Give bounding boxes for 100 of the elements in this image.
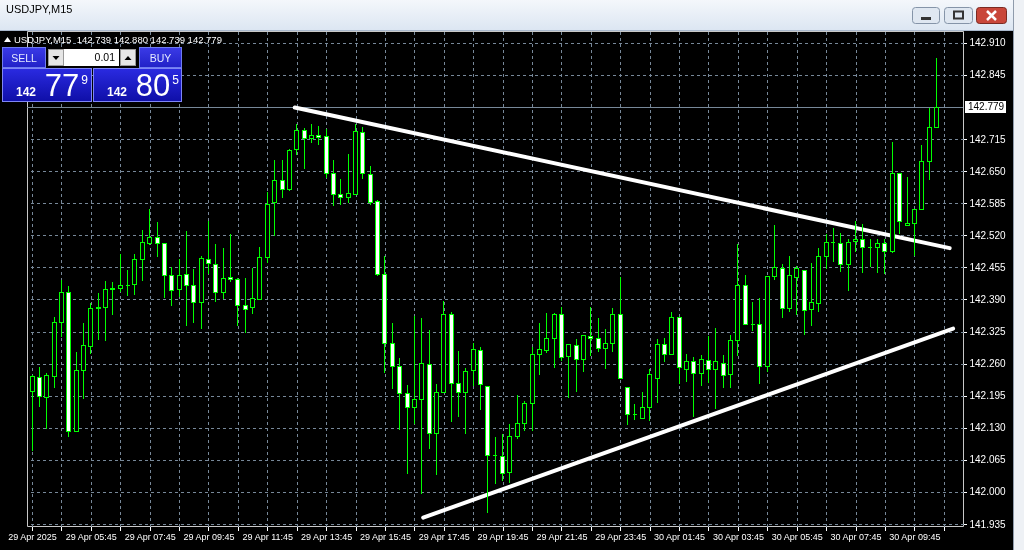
y-tick-label: 142.260 (969, 358, 1007, 370)
candlestick (191, 268, 197, 324)
candlestick (139, 229, 145, 282)
candlestick (580, 335, 586, 373)
candlestick (220, 247, 226, 300)
candlestick (404, 384, 410, 475)
annotation: 142 77$^{9}$ (16, 68, 88, 103)
x-tick-label: 29 Apr 17:45 (418, 531, 470, 542)
candlestick (588, 306, 594, 357)
y-tick-label: 142.195 (969, 390, 1007, 402)
x-tick-label: 30 Apr 05:45 (771, 531, 823, 542)
candlestick (683, 353, 689, 383)
candlestick (875, 238, 881, 274)
candlestick (147, 208, 153, 246)
candlestick (455, 350, 461, 418)
candlestick (44, 372, 50, 430)
x-tick-label: 29 Apr 23:45 (595, 531, 647, 542)
candlestick (250, 267, 256, 315)
y-tick-label: 142.325 (969, 326, 1007, 338)
candlestick (691, 356, 697, 418)
candlestick (345, 153, 351, 204)
title-bar: USDJPY,M15 (0, 0, 1013, 31)
candlestick (698, 354, 704, 387)
candlestick (911, 209, 917, 257)
candlestick (338, 178, 344, 206)
candlestick (389, 322, 395, 390)
candlestick (595, 317, 601, 353)
candlestick (882, 238, 888, 275)
candlestick (110, 281, 116, 316)
candlestick (500, 433, 506, 482)
candlestick (661, 337, 667, 363)
candlestick (544, 312, 550, 354)
candlestick (463, 367, 469, 435)
annotation: SELL (2, 47, 46, 68)
candlestick (154, 221, 160, 258)
candlestick (330, 159, 336, 207)
y-tick-label: 142.130 (969, 422, 1007, 434)
y-tick-label: 142.390 (969, 293, 1007, 305)
y-tick-label: 142.585 (969, 197, 1007, 209)
candlestick (301, 127, 307, 170)
candlestick (720, 354, 726, 389)
x-tick-label: 30 Apr 03:45 (712, 531, 764, 542)
annotation: 142 80$^{5}$ (107, 68, 179, 103)
candlestick (176, 258, 182, 298)
candlestick (573, 338, 579, 393)
candlestick (279, 159, 285, 199)
candlestick (823, 233, 829, 270)
candlestick (29, 374, 35, 452)
candlestick (853, 220, 859, 253)
candlestick (470, 342, 476, 387)
candlestick (95, 292, 101, 341)
candlestick (904, 176, 910, 227)
candlestick (838, 232, 844, 273)
chart-title: USDJPY,M15 (6, 3, 73, 15)
candlestick (183, 230, 189, 327)
candlestick (566, 344, 572, 399)
x-tick-label: 30 Apr 01:45 (654, 531, 706, 542)
candlestick (933, 57, 939, 128)
candlestick (169, 266, 175, 307)
ref-line-label: 142.779 (968, 101, 1005, 113)
x-tick-label: 29 Apr 19:45 (477, 531, 529, 542)
candlestick (713, 327, 719, 410)
candlestick (117, 253, 123, 293)
candlestick (794, 265, 800, 316)
x-tick-label: 29 Apr 05:45 (65, 531, 117, 542)
y-tick-label: 142.065 (969, 454, 1007, 466)
candlestick (205, 220, 211, 275)
candlestick (522, 400, 528, 432)
y-tick-label: 142.910 (969, 37, 1007, 49)
candlestick (808, 262, 814, 327)
candlestick (316, 125, 322, 146)
y-tick-label: 142.650 (969, 165, 1007, 177)
y-tick-label: 142.000 (969, 486, 1007, 498)
x-tick-label: 29 Apr 11:45 (242, 531, 293, 542)
candlestick (639, 391, 645, 420)
y-tick-label: 142.455 (969, 261, 1007, 273)
x-tick-label: 29 Apr 21:45 (536, 531, 588, 542)
x-tick-label: 29 Apr 13:45 (301, 531, 353, 542)
candlestick (772, 224, 778, 281)
candlestick (272, 159, 278, 237)
x-tick-label: 29 Apr 07:45 (124, 531, 176, 542)
y-tick-label: 142.845 (969, 69, 1007, 81)
candlestick (411, 315, 417, 425)
x-tick-label: 29 Apr 2025 (8, 531, 57, 542)
candlestick (514, 394, 520, 440)
x-tick-label: 29 Apr 15:45 (359, 531, 411, 542)
x-tick-label: 30 Apr 09:45 (889, 531, 941, 542)
candlestick (705, 335, 711, 384)
y-tick-label: 141.935 (969, 518, 1007, 530)
candlestick (845, 238, 851, 292)
candlestick (228, 233, 234, 283)
candlestick (603, 328, 609, 370)
annotation: BUY (139, 47, 182, 68)
candlestick (294, 123, 300, 156)
candlestick (536, 322, 542, 376)
y-tick-label: 142.715 (969, 133, 1007, 145)
candlestick (36, 366, 42, 408)
x-tick-label: 30 Apr 07:45 (830, 531, 882, 542)
x-tick-label: 29 Apr 09:45 (183, 531, 235, 542)
candlestick (242, 277, 248, 334)
